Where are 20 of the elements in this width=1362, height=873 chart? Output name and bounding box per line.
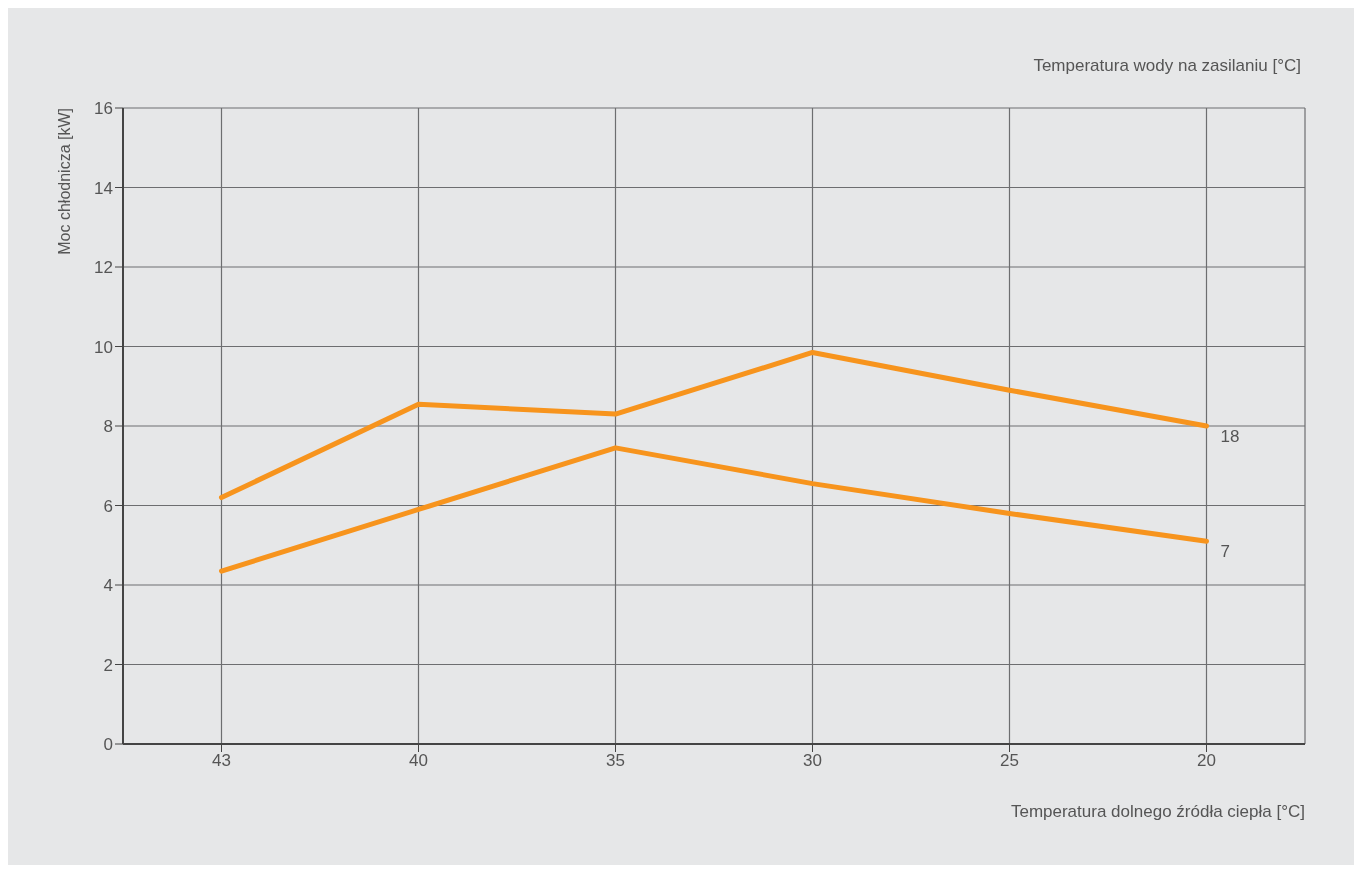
- y-tick-label: 12: [94, 258, 113, 278]
- x-tick-label: 25: [1000, 751, 1019, 771]
- x-axis-title: Temperatura dolnego źródła ciepła [°C]: [1010, 802, 1305, 822]
- y-tick-label: 14: [94, 178, 113, 198]
- x-tick-label: 30: [803, 751, 822, 771]
- x-tick-label: 35: [606, 751, 625, 771]
- y-tick-label: 6: [103, 496, 113, 516]
- series-label: 18: [1220, 427, 1240, 446]
- y-tick-label: 2: [103, 655, 113, 675]
- series-label: 7: [1220, 542, 1230, 562]
- x-tick-label: 40: [409, 751, 428, 771]
- y-tick-label: 10: [94, 337, 113, 357]
- y-tick-label: 4: [103, 576, 113, 596]
- y-axis-title: Moc chłodnicza [kW]: [56, 108, 74, 255]
- y-tick-label: 16: [94, 99, 113, 119]
- x-tick-label: 43: [212, 751, 231, 771]
- y-tick-label: 0: [103, 735, 113, 755]
- y-tick-label: 8: [103, 417, 113, 437]
- legend-title: Temperatura wody na zasilaniu [°C]: [1033, 56, 1301, 76]
- x-tick-label: 20: [1197, 751, 1216, 771]
